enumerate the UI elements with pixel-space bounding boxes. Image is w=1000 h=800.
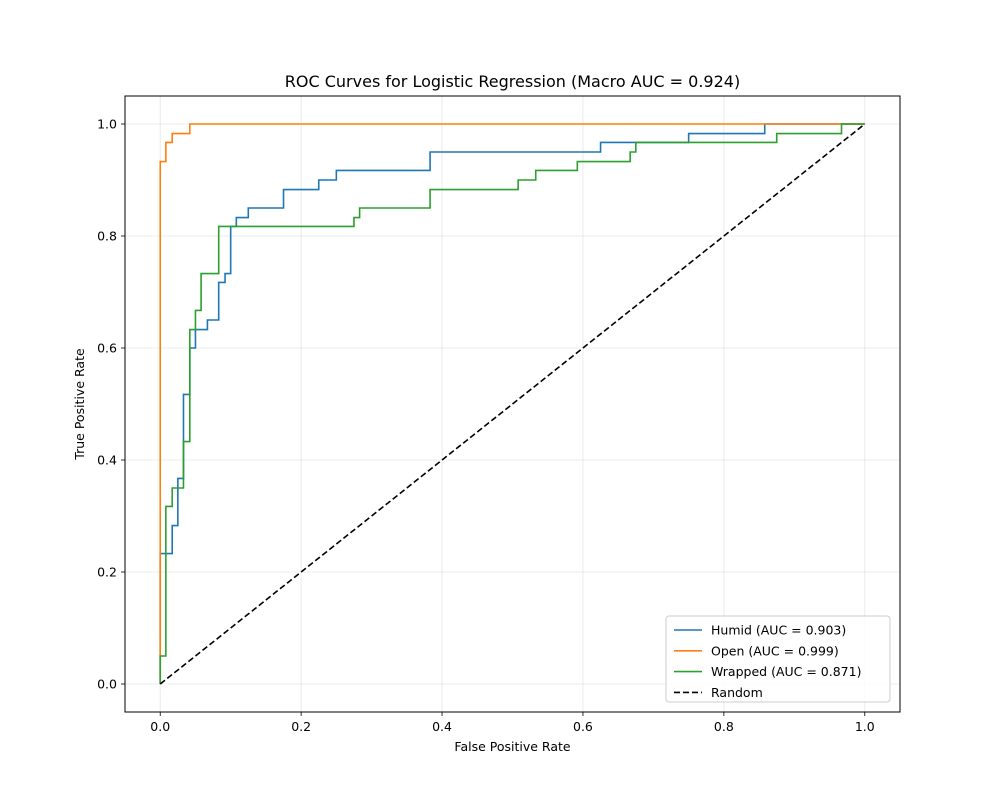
y-axis-label: True Positive Rate [72, 348, 87, 461]
x-tick-label: 1.0 [855, 719, 875, 734]
y-tick-label: 0.8 [97, 229, 117, 244]
legend-label: Open (AUC = 0.999) [711, 643, 839, 658]
series-line-1 [159, 123, 865, 684]
y-tick-label: 0.2 [97, 565, 117, 580]
y-tick-label: 0.0 [97, 677, 117, 692]
x-tick-label: 0.6 [573, 719, 593, 734]
series-line-2 [159, 123, 865, 684]
x-tick-label: 0.0 [150, 719, 170, 734]
x-tick-label: 0.8 [714, 719, 734, 734]
legend-label: Wrapped (AUC = 0.871) [711, 664, 861, 679]
x-tick-label: 0.2 [291, 719, 311, 734]
x-tick-label: 0.4 [432, 719, 452, 734]
series-line-3 [159, 123, 866, 685]
grid [125, 96, 900, 712]
legend-box [665, 615, 891, 703]
y-tick-label: 1.0 [97, 117, 117, 132]
x-axis-label: False Positive Rate [454, 739, 570, 754]
legend: Humid (AUC = 0.903) Open (AUC = 0.999) Wra… [665, 615, 891, 703]
y-tick-label: 0.6 [97, 341, 117, 356]
series-lines [159, 123, 866, 685]
legend-label: Random [711, 685, 763, 700]
axis-ticks: 0.0 0.2 0.4 0.6 0.8 1.0 0.0 0.2 0.4 0.6 0.8 1.0 [97, 117, 875, 735]
plot-frame [124, 95, 901, 713]
legend-label: Humid (AUC = 0.903) [711, 623, 846, 638]
chart-title: ROC Curves for Logistic Regression (Macr… [285, 72, 740, 91]
y-tick-label: 0.4 [97, 453, 117, 468]
